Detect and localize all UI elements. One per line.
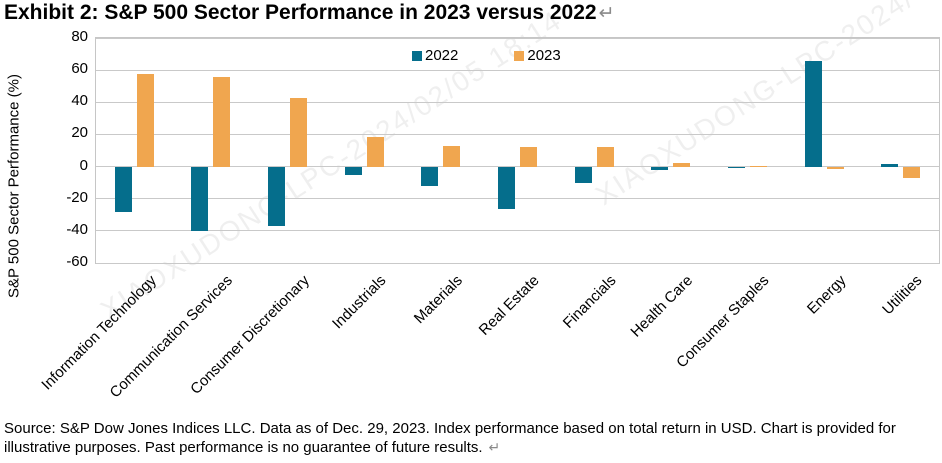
bar-2022-health-care [651,166,669,170]
gridline-0 [96,166,939,168]
legend-swatch-2022 [412,50,422,61]
bar-2023-information-technology [136,73,154,167]
gridline-40 [96,101,939,103]
bar-2022-information-technology [114,166,132,212]
legend: 2022 2023 [412,47,561,64]
legend-label-2023: 2023 [527,47,561,64]
y-axis-title: S&P 500 Sector Performance (%) [5,74,23,298]
y-tick-label-40: 40 [71,92,88,110]
legend-label-2022: 2022 [425,47,459,64]
gridline--60 [96,262,939,264]
bar-2023-consumer-discretionary [290,98,308,167]
bar-2023-consumer-staples [749,165,767,167]
bar-2022-utilities [881,164,899,167]
source-note-text: Source: S&P Dow Jones Indices LLC. Data … [4,420,896,456]
bar-2023-utilities [903,166,921,178]
bar-2023-real-estate [520,146,537,167]
bar-2022-energy [804,60,822,167]
y-tick-label--60: -60 [66,253,88,270]
bar-2022-real-estate [498,166,515,209]
x-category-label-industrials: Industrials [328,272,390,333]
x-category-label-health-care: Health Care [627,272,696,341]
bar-2022-financials [574,166,592,184]
x-category-label-materials: Materials [410,272,466,328]
y-tick-label-80: 80 [71,28,88,45]
y-tick-label--40: -40 [66,220,88,238]
y-tick-label-0: 0 [79,156,88,174]
gridline-80 [96,37,939,39]
legend-item-2022: 2022 [412,47,458,64]
x-category-label-utilities: Utilities [879,272,926,319]
bar-2023-industrials [366,137,384,167]
paragraph-return-icon: ↵ [598,3,615,24]
bar-2023-communication-services [213,76,231,167]
x-category-label-real-estate: Real Estate [475,272,543,339]
bar-2022-consumer-staples [727,166,745,168]
legend-swatch-2023 [514,50,525,61]
y-tick-label--20: -20 [66,188,88,206]
gridline--40 [96,230,939,232]
x-category-label-communication-services: Communication Services [106,272,236,402]
x-category-label-financials: Financials [559,272,620,332]
bar-2022-materials [421,166,439,187]
bar-2022-industrials [344,166,362,176]
chart-title-text: Exhibit 2: S&P 500 Sector Performance in… [4,1,597,24]
gridline-60 [96,69,939,71]
legend-item-2023: 2023 [514,47,561,64]
y-tick-label-60: 60 [71,60,88,78]
bar-2022-communication-services [191,166,209,231]
gridline-20 [96,133,939,135]
plot-area: 2022 2023 [95,37,940,264]
bar-2023-energy [826,166,844,169]
y-tick-label-20: 20 [71,124,88,142]
source-note: Source: S&P Dow Jones Indices LLC. Data … [4,419,938,457]
bar-2022-consumer-discretionary [268,166,286,227]
bar-2023-materials [443,146,461,167]
x-category-label-energy: Energy [803,272,850,318]
gridline--20 [96,198,939,200]
bar-2023-health-care [673,163,691,167]
chart-title: Exhibit 2: S&P 500 Sector Performance in… [4,1,615,25]
paragraph-return-icon: ↵ [488,439,501,455]
bar-2023-financials [596,147,614,167]
